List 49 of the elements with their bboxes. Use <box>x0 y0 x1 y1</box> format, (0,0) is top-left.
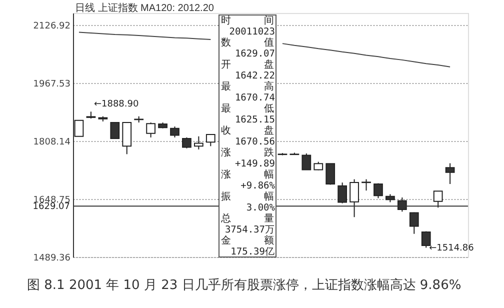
text: 开盘 <box>221 60 274 70</box>
annotation: 1629.07 <box>234 48 275 60</box>
y-tick-label: 1489.36 <box>33 254 71 264</box>
candlestick <box>122 122 132 155</box>
candlestick <box>362 178 371 192</box>
candlestick <box>182 136 192 149</box>
text: 数值 <box>221 38 274 48</box>
text: 涨幅 <box>221 170 274 180</box>
y-tick-label: 1808.14 <box>33 138 71 148</box>
annotation: ←1888.90 <box>94 100 139 110</box>
text: 金额 <box>221 236 274 246</box>
annotation: 3.00% <box>246 202 276 214</box>
text: 涨跌 <box>221 148 274 158</box>
caption: 图 8.1 2001 年 10 月 23 日几乎所有股票涨停，上证指数涨幅高达 9.86% <box>27 277 462 293</box>
text: 振幅 <box>221 192 274 202</box>
chart-title: 日线 上证指数 MA120: 2012.20 <box>75 2 214 14</box>
candlestick <box>421 230 431 248</box>
annotation: ←1514.86 <box>429 244 474 254</box>
annotation: +149.89 <box>234 158 276 170</box>
text: 最高 <box>221 82 274 92</box>
annotation: 1670.74 <box>234 92 276 104</box>
annotation: 175.39亿 <box>230 246 275 258</box>
ref-line-label: 1629.07 <box>32 202 70 212</box>
candlestick <box>74 120 84 137</box>
annotation: 20011023 <box>229 26 275 38</box>
candlestick <box>409 212 419 234</box>
candlestick <box>445 162 455 184</box>
candlestick <box>326 163 336 186</box>
annotation: 1642.22 <box>234 70 275 82</box>
text: 时间 <box>221 16 274 26</box>
annotation: 1670.56 <box>234 136 276 148</box>
candlestick <box>194 136 204 150</box>
y-tick-label: 2126.92 <box>33 22 70 32</box>
annotation: +9.86% <box>240 180 276 192</box>
candlestick <box>206 134 216 147</box>
candlestick <box>170 126 180 138</box>
text: 收盘 <box>221 126 274 136</box>
text: 总量 <box>221 214 274 224</box>
candlestick <box>146 122 156 138</box>
candlestick <box>433 190 443 208</box>
annotation: 3754.37万 <box>224 224 275 236</box>
candlestick <box>374 182 383 199</box>
annotation: 1625.15 <box>234 114 275 126</box>
candlestick <box>350 178 359 218</box>
candlestick <box>338 182 348 204</box>
candlestick <box>302 152 312 170</box>
y-tick-label: 1967.53 <box>33 80 70 90</box>
text: 最低 <box>221 104 274 114</box>
candlestick <box>110 122 120 140</box>
